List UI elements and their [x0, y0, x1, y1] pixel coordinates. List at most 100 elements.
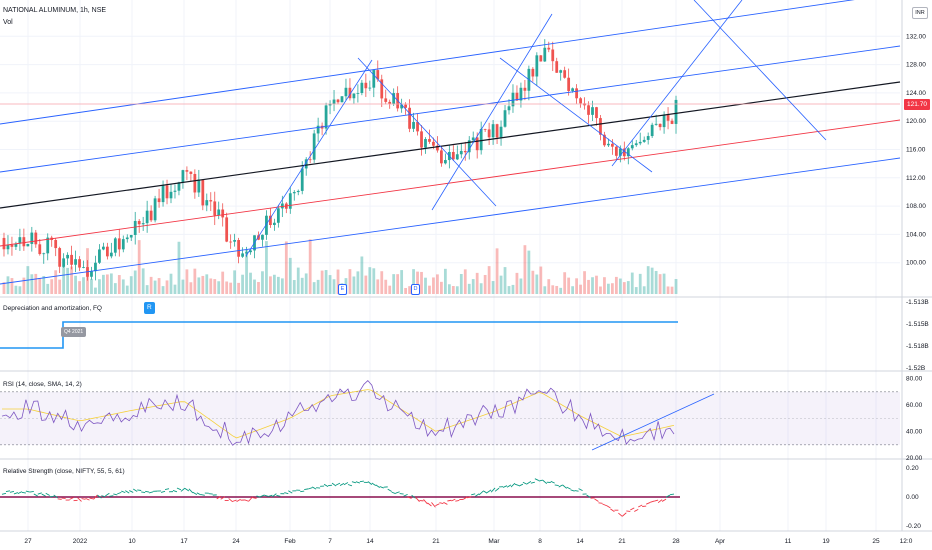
volume-bar — [253, 279, 256, 294]
rs-segment — [371, 482, 377, 486]
dividend-event-icon[interactable]: D — [411, 284, 420, 295]
volume-bar — [300, 277, 304, 294]
volume-bar — [328, 275, 332, 294]
rs-segment — [669, 493, 675, 496]
depreciation-flag[interactable]: R — [144, 302, 155, 314]
candle-body — [233, 240, 237, 242]
candle-body — [225, 217, 229, 242]
volume-bar — [141, 268, 145, 294]
rs-segment — [101, 495, 106, 498]
volume-bar — [225, 281, 229, 294]
volume-bar — [157, 278, 161, 294]
candle-body — [416, 122, 419, 132]
candle-body — [587, 105, 590, 115]
rs-segment — [105, 492, 110, 497]
candle-body — [368, 87, 372, 89]
volume-bar — [94, 287, 97, 294]
rs-segment — [244, 499, 249, 502]
volume-bar — [523, 245, 527, 294]
volume-bar — [356, 271, 360, 294]
candle-body — [523, 87, 527, 91]
candle-body — [626, 148, 630, 157]
rs-segment — [109, 495, 114, 497]
rs-segment — [300, 490, 305, 493]
candle-body — [181, 170, 185, 183]
volume-bar — [396, 274, 400, 294]
rs-segment — [323, 483, 329, 488]
volume-bar — [22, 277, 26, 294]
rs-segment — [646, 502, 651, 505]
candle-body — [535, 55, 539, 77]
earnings-event-icon[interactable]: E — [338, 284, 347, 295]
candle-body — [559, 70, 563, 73]
candle-body — [332, 99, 336, 104]
volume-bar — [646, 266, 650, 294]
rs-segment — [379, 486, 384, 489]
symbol-legend[interactable]: NATIONAL ALUMINUM, 1h, NSE — [3, 7, 107, 14]
volume-legend[interactable]: Vol — [3, 19, 13, 26]
candle-body — [599, 118, 602, 135]
volume-bar — [18, 286, 22, 294]
depreciation-line — [0, 321, 678, 349]
candle-body — [109, 252, 113, 257]
volume-bar — [308, 239, 312, 294]
candle-body — [392, 93, 396, 104]
volume-bar — [475, 272, 479, 294]
volume-bar — [117, 275, 121, 294]
candle-body — [666, 114, 670, 121]
rs-segment — [665, 494, 671, 498]
depreciation-axis-tick: -1.518B — [906, 343, 929, 350]
candle-body — [380, 79, 384, 99]
candle-body — [571, 88, 575, 91]
volume-bar — [424, 277, 427, 294]
candle-body — [443, 160, 447, 164]
rs-segment — [594, 498, 599, 502]
volume-bar — [408, 286, 411, 294]
volume-bar — [312, 282, 316, 294]
depreciation-label[interactable]: Depreciation and amortization, FQ — [3, 305, 102, 312]
candle-body — [300, 168, 304, 191]
rs-segment — [149, 491, 154, 494]
volume-bar — [662, 273, 666, 294]
volume-bar — [650, 267, 654, 294]
candle-body — [169, 191, 173, 199]
candle-body — [94, 262, 97, 272]
candle-body — [551, 49, 555, 62]
rs-label[interactable]: Relative Strength (close, NIFTY, 55, 5, … — [3, 468, 125, 475]
candle-body — [229, 241, 233, 243]
volume-bar — [50, 279, 54, 294]
rs-segment — [69, 497, 74, 500]
rs-segment — [200, 494, 205, 496]
currency-badge[interactable]: INR — [912, 7, 928, 19]
rs-segment — [411, 494, 416, 499]
time-axis-tick: 28 — [672, 538, 680, 545]
quarter-badge: Q4 2021 — [61, 327, 87, 337]
candle-body — [269, 215, 272, 226]
rs-segment — [29, 491, 34, 493]
candle-body — [674, 99, 678, 124]
volume-bar — [161, 286, 165, 294]
volume-bar — [34, 273, 38, 294]
rs-segment — [478, 490, 484, 496]
volume-bar — [638, 273, 642, 294]
time-axis-tick: 14 — [366, 538, 374, 545]
candle-body — [547, 47, 551, 50]
time-axis-tick: 21 — [432, 538, 440, 545]
volume-bar — [519, 278, 523, 294]
time-axis-tick: Apr — [715, 538, 726, 545]
volume-bar — [153, 280, 157, 294]
candle-body — [249, 250, 252, 253]
rs-segment — [634, 508, 639, 512]
rsi-label[interactable]: RSI (14, close, SMA, 14, 2) — [3, 381, 82, 388]
candle-body — [654, 123, 658, 125]
volume-bar — [611, 283, 614, 294]
rs-segment — [610, 508, 615, 513]
volume-bar — [177, 241, 181, 294]
volume-bar — [296, 267, 300, 294]
rs-segment — [618, 512, 623, 517]
rs-segment — [395, 491, 400, 494]
volume-bar — [221, 271, 225, 294]
candle-body — [670, 120, 674, 124]
volume-bar — [336, 269, 340, 294]
